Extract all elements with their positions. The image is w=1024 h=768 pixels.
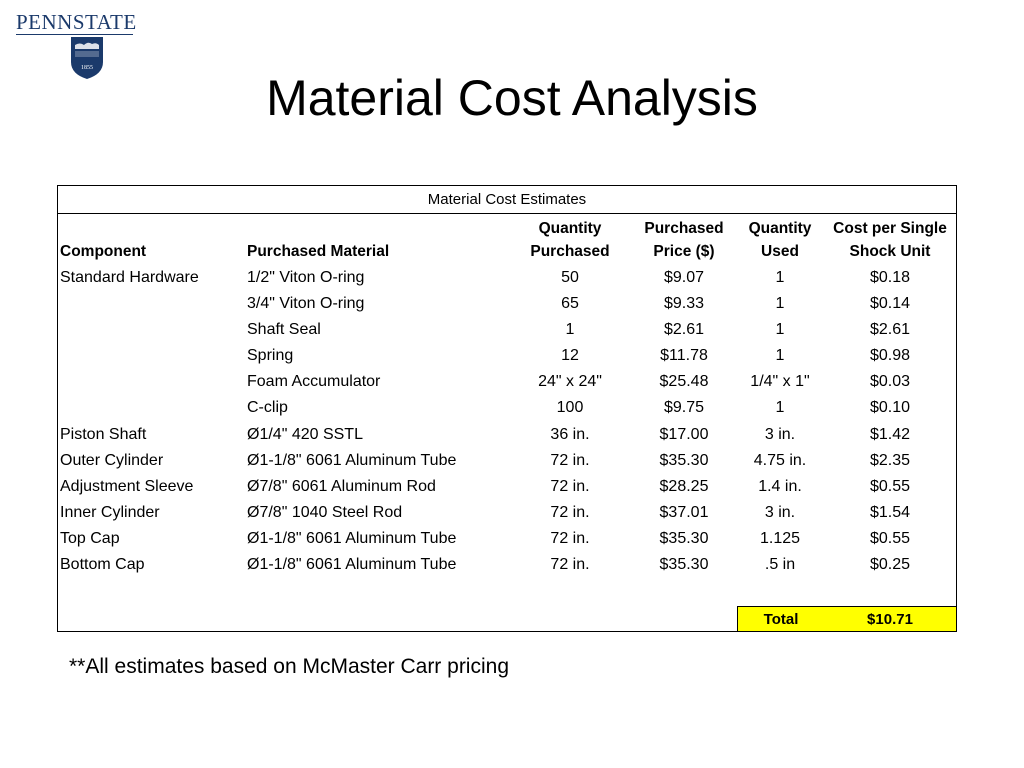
cell-price: $2.61 — [663, 321, 705, 338]
header-cost-line1: Cost per Single — [833, 220, 947, 237]
logo-underline — [16, 34, 133, 35]
cell-qty: 72 in. — [550, 452, 590, 469]
cell-qty: 100 — [556, 399, 584, 416]
cell-material: Shaft Seal — [247, 321, 321, 338]
cell-material: C-clip — [247, 399, 288, 416]
cell-material: Ø1-1/8" 6061 Aluminum Tube — [247, 556, 457, 573]
cell-qty: 12 — [561, 347, 579, 364]
cell-cost: $0.25 — [869, 556, 911, 573]
cell-used: 1/4" x 1" — [750, 373, 810, 390]
header-qty-line1: Quantity — [538, 220, 602, 237]
header-cost-line2: Shock Unit — [849, 243, 931, 260]
total-label: Total — [763, 611, 799, 628]
cell-price: $28.25 — [659, 478, 709, 495]
cell-component: Adjustment Sleeve — [60, 478, 194, 495]
cell-used: 1 — [775, 399, 785, 416]
logo-wordmark: PENNSTATE — [16, 10, 137, 34]
cell-qty: 72 in. — [550, 556, 590, 573]
cell-used: 4.75 in. — [753, 452, 807, 469]
cell-used: 1 — [775, 321, 785, 338]
cell-qty: 65 — [561, 295, 579, 312]
cell-component: Bottom Cap — [60, 556, 145, 573]
cost-table: Material Cost Estimates Component Purcha… — [57, 185, 957, 632]
cell-qty: 24" x 24" — [538, 373, 602, 390]
cell-price: $35.30 — [659, 452, 709, 469]
cell-cost: $2.35 — [869, 452, 911, 469]
total-row: Total $10.71 — [737, 606, 957, 632]
shield-icon: 1855 — [71, 37, 103, 79]
cell-qty: 50 — [561, 269, 579, 286]
header-material: Purchased Material — [247, 243, 390, 260]
cell-used: .5 in — [764, 556, 796, 573]
cell-cost: $1.54 — [869, 504, 911, 521]
cell-material: Spring — [247, 347, 294, 364]
cell-price: $17.00 — [659, 426, 709, 443]
header-qty-line2: Purchased — [530, 243, 610, 260]
cell-used: 1 — [775, 269, 785, 286]
cell-material: Ø7/8" 6061 Aluminum Rod — [247, 478, 436, 495]
cell-qty: 36 in. — [550, 426, 590, 443]
header-used-line2: Used — [761, 243, 799, 260]
cell-material: Foam Accumulator — [247, 373, 381, 390]
header-component: Component — [60, 243, 147, 260]
cell-price: $35.30 — [659, 530, 709, 547]
cell-price: $25.48 — [659, 373, 709, 390]
cell-cost: $0.55 — [869, 478, 911, 495]
cell-price: $9.07 — [663, 269, 705, 286]
cell-material: Ø1/4" 420 SSTL — [247, 426, 363, 443]
header-price-line2: Price ($) — [653, 243, 715, 260]
total-value: $10.71 — [867, 611, 913, 628]
cell-material: 1/2" Viton O-ring — [247, 269, 365, 286]
cell-cost: $2.61 — [869, 321, 911, 338]
cell-cost: $0.14 — [869, 295, 911, 312]
header-used-line1: Quantity — [748, 220, 812, 237]
cell-cost: $0.98 — [869, 347, 911, 364]
cell-price: $35.30 — [659, 556, 709, 573]
pricing-note: **All estimates based on McMaster Carr p… — [69, 655, 509, 678]
cell-qty: 72 in. — [550, 530, 590, 547]
table-caption: Material Cost Estimates — [58, 186, 956, 214]
header-price-line1: Purchased — [644, 220, 724, 237]
cell-component: Inner Cylinder — [60, 504, 160, 521]
cell-used: 1.125 — [759, 530, 801, 547]
slide-title: Material Cost Analysis — [266, 70, 758, 126]
cell-component: Top Cap — [60, 530, 120, 547]
cell-component: Standard Hardware — [60, 269, 199, 286]
cell-cost: $0.03 — [869, 373, 911, 390]
cell-qty: 72 in. — [550, 504, 590, 521]
cell-component: Piston Shaft — [60, 426, 147, 443]
cell-used: 3 in. — [764, 504, 796, 521]
cell-material: Ø7/8" 1040 Steel Rod — [247, 504, 403, 521]
cell-qty: 1 — [565, 321, 575, 338]
penn-state-logo: PENNSTATE 1855 — [16, 8, 136, 80]
cell-cost: $0.18 — [869, 269, 911, 286]
cell-used: 1.4 in. — [758, 478, 802, 495]
cell-price: $11.78 — [660, 347, 708, 364]
cell-price: $37.01 — [659, 504, 709, 521]
cell-qty: 72 in. — [550, 478, 590, 495]
cell-used: 1 — [775, 347, 785, 364]
cell-price: $9.33 — [663, 295, 705, 312]
cell-used: 3 in. — [764, 426, 796, 443]
cell-cost: $0.10 — [869, 399, 911, 416]
cell-material: 3/4" Viton O-ring — [247, 295, 365, 312]
cell-cost: $1.42 — [869, 426, 911, 443]
cell-material: Ø1-1/8" 6061 Aluminum Tube — [247, 530, 457, 547]
logo-year: 1855 — [81, 65, 93, 71]
cell-material: Ø1-1/8" 6061 Aluminum Tube — [247, 452, 457, 469]
cell-used: 1 — [775, 295, 785, 312]
cell-cost: $0.55 — [869, 530, 911, 547]
cell-component: Outer Cylinder — [60, 452, 164, 469]
cell-price: $9.75 — [663, 399, 705, 416]
